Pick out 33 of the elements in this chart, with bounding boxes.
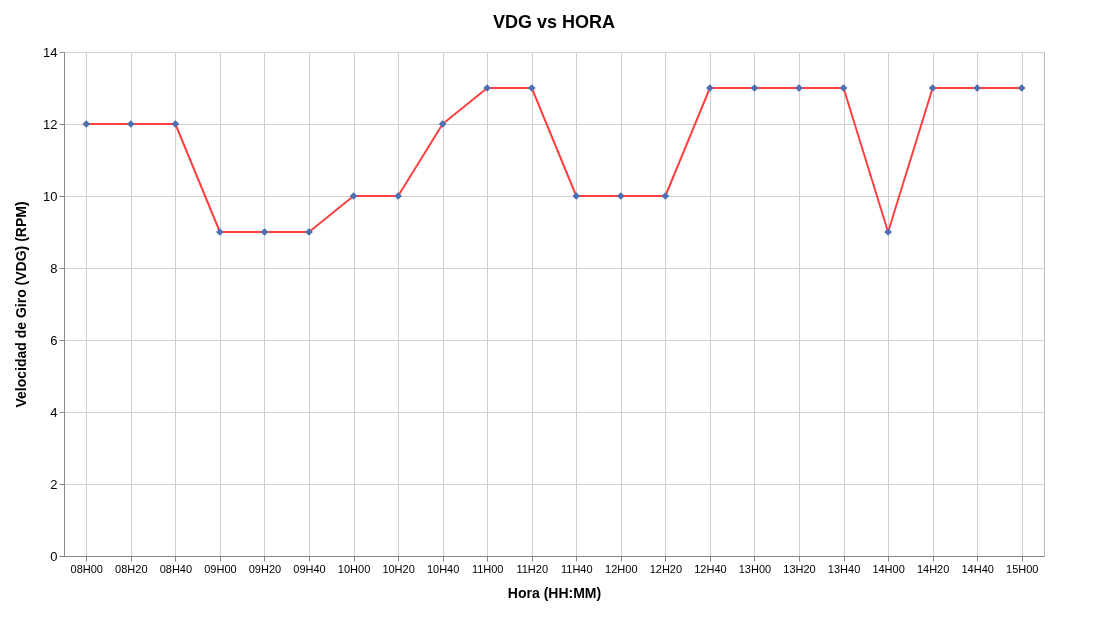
x-tick-label: 09H40 xyxy=(293,562,326,575)
x-tick-label: 08H20 xyxy=(115,562,148,575)
x-tick-label: 12H40 xyxy=(694,562,727,575)
x-tick-label: 15H00 xyxy=(1006,562,1039,575)
x-tick-label: 10H00 xyxy=(337,562,371,575)
x-tick-label: 13H20 xyxy=(783,562,816,575)
x-tick-label: 09H00 xyxy=(204,562,237,575)
y-tick-label: 4 xyxy=(50,404,58,420)
x-tick-label: 13H40 xyxy=(827,562,861,575)
x-tick-label: 09H20 xyxy=(248,562,282,575)
x-tick-label: 12H20 xyxy=(649,562,683,575)
y-tick-label: 2 xyxy=(50,476,58,492)
y-tick-label: 8 xyxy=(50,260,58,276)
y-tick-label: 0 xyxy=(50,548,58,564)
y-axis-title: Velocidad de Giro (VDG) (RPM) xyxy=(13,201,30,408)
x-axis-title: Hora (HH:MM) xyxy=(507,584,602,601)
x-tick-label: 12H00 xyxy=(605,562,638,575)
y-tick-label: 14 xyxy=(43,44,58,60)
x-tick-label: 11H20 xyxy=(516,562,549,575)
x-tick-label: 14H40 xyxy=(961,562,994,575)
y-tick-label: 10 xyxy=(43,188,58,204)
x-tick-label: 11H00 xyxy=(471,562,504,575)
y-tick-label: 12 xyxy=(43,116,58,132)
x-tick-label: 10H40 xyxy=(426,562,460,575)
x-tick-label: 10H20 xyxy=(382,562,415,575)
x-tick-label: 14H00 xyxy=(872,562,905,575)
y-tick-label: 6 xyxy=(50,332,58,348)
x-tick-label: 08H40 xyxy=(159,562,193,575)
chart-title: VDG vs HORA xyxy=(492,12,616,32)
x-tick-label: 08H00 xyxy=(70,562,103,575)
x-tick-label: 11H40 xyxy=(560,562,593,575)
x-tick-label: 13H00 xyxy=(738,562,772,575)
x-tick-label: 14H20 xyxy=(916,562,950,575)
